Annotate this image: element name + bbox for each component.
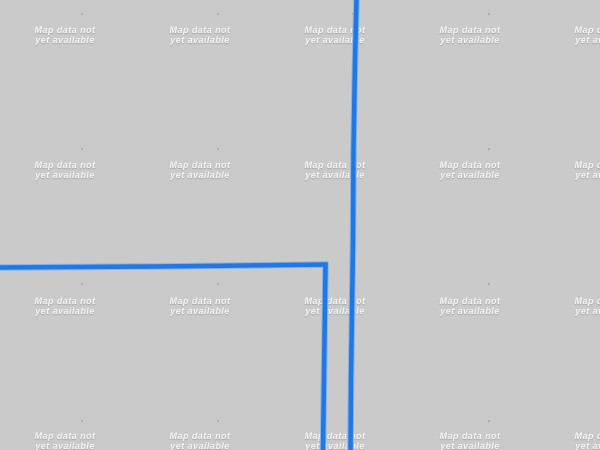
route-line-horizontal-turn-halo: [0, 261, 329, 450]
tile-marker-dot: [352, 13, 354, 15]
tile-placeholder-label: Map data not yet available: [169, 431, 231, 450]
tile-marker-dot: [217, 13, 219, 15]
tile-placeholder-label: Map data not yet available: [574, 431, 600, 450]
tile-placeholder-label: Map data not yet available: [169, 296, 231, 316]
tile-marker-dot: [352, 148, 354, 150]
tile-marker-dot: [81, 283, 83, 285]
tile-placeholder-label: Map data not yet available: [439, 25, 501, 45]
tile-placeholder-label: Map data not yet available: [304, 296, 366, 316]
route-line-vertical: [348, 0, 359, 450]
route-line-vertical-halo: [347, 0, 360, 450]
tile-marker-dot: [352, 283, 354, 285]
tile-placeholder-label: Map data not yet available: [34, 431, 96, 450]
tile-placeholder-label: Map data not yet available: [304, 431, 366, 450]
tile-placeholder-label: Map data not yet available: [304, 160, 366, 180]
tile-marker-dot: [488, 420, 490, 422]
tile-marker-dot: [217, 420, 219, 422]
tile-placeholder-label: Map data not yet available: [169, 160, 231, 180]
tile-placeholder-label: Map data not yet available: [439, 296, 501, 316]
tile-placeholder-label: Map data not yet available: [34, 296, 96, 316]
tile-placeholder-label: Map data not yet available: [574, 25, 600, 45]
tile-placeholder-label: Map data not yet available: [34, 160, 96, 180]
tile-placeholder-label: Map data not yet available: [304, 25, 366, 45]
tile-marker-dot: [81, 13, 83, 15]
tile-placeholder-label: Map data not yet available: [169, 25, 231, 45]
tile-placeholder-label: Map data not yet available: [439, 431, 501, 450]
tile-marker-dot: [488, 148, 490, 150]
tile-marker-dot: [352, 420, 354, 422]
tile-marker-dot: [217, 148, 219, 150]
tile-placeholder-label: Map data not yet available: [574, 160, 600, 180]
tile-marker-dot: [81, 420, 83, 422]
tile-placeholder-label: Map data not yet available: [574, 296, 600, 316]
tile-placeholder-label: Map data not yet available: [34, 25, 96, 45]
tile-marker-dot: [81, 148, 83, 150]
tile-marker-dot: [488, 13, 490, 15]
route-line-horizontal-turn: [0, 262, 328, 450]
tile-marker-dot: [217, 283, 219, 285]
tile-marker-dot: [488, 283, 490, 285]
tile-placeholder-label: Map data not yet available: [439, 160, 501, 180]
